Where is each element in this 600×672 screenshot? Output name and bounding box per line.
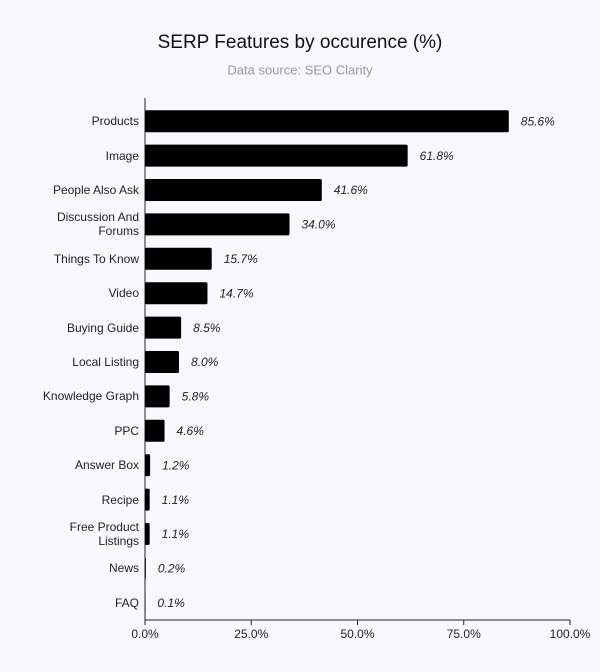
data-label: 34.0% xyxy=(302,218,336,232)
y-tick-label: Recipe xyxy=(101,492,139,507)
y-tick-label: Local Listing xyxy=(72,355,139,369)
chart-subtitle: Data source: SEO Clarity xyxy=(227,62,373,77)
bar xyxy=(145,179,322,201)
y-tick-label: Image xyxy=(105,148,139,163)
y-tick-label: Answer Box xyxy=(74,458,139,473)
data-label: 41.6% xyxy=(334,183,368,197)
chart-title: SERP Features by occurence (%) xyxy=(158,32,443,53)
bar xyxy=(145,110,509,133)
y-tick-label: People Also Ask xyxy=(52,183,139,197)
y-tick-label: Things To Know xyxy=(53,251,139,266)
bar xyxy=(145,316,182,339)
y-tick-label: Free Product Listings xyxy=(69,520,139,548)
y-tick-label: Products xyxy=(91,114,139,129)
x-tick-label: 75.0% xyxy=(447,627,481,641)
x-tick-label: 0.0% xyxy=(131,627,159,641)
data-label: 8.0% xyxy=(191,355,219,369)
y-tick-label: Video xyxy=(108,286,139,301)
y-tick-label: Buying Guide xyxy=(66,320,139,335)
y-tick-label: FAQ xyxy=(114,595,139,610)
data-label: 14.7% xyxy=(219,286,253,300)
data-label: 61.8% xyxy=(420,149,454,163)
bar xyxy=(145,247,212,270)
x-tick-label: 25.0% xyxy=(234,627,268,641)
data-label: 8.5% xyxy=(193,321,221,335)
bar xyxy=(145,419,165,442)
data-label: 15.7% xyxy=(224,252,258,266)
bar xyxy=(145,282,208,305)
data-label: 4.6% xyxy=(177,424,205,438)
y-tick-label: News xyxy=(108,561,139,576)
bar xyxy=(145,385,170,408)
bar xyxy=(145,557,146,580)
bar xyxy=(145,144,408,167)
bar xyxy=(145,488,150,511)
x-tick-label: 50.0% xyxy=(340,627,374,641)
y-tick-label: PPC xyxy=(114,423,139,438)
data-label: 1.1% xyxy=(162,527,190,541)
bar xyxy=(145,454,151,477)
data-label: 0.1% xyxy=(157,596,185,610)
data-label: 0.2% xyxy=(158,562,186,576)
data-label: 85.6% xyxy=(521,114,555,128)
data-label: 1.2% xyxy=(162,458,190,472)
y-tick-label: Discussion And Forums xyxy=(56,210,139,239)
bar xyxy=(145,213,290,236)
data-label: 1.1% xyxy=(162,493,190,507)
bar xyxy=(145,523,150,545)
x-tick-label: 100.0% xyxy=(550,627,591,641)
data-label: 5.8% xyxy=(182,390,210,404)
bar xyxy=(145,351,179,373)
y-tick-label: Knowledge Graph xyxy=(42,389,139,404)
